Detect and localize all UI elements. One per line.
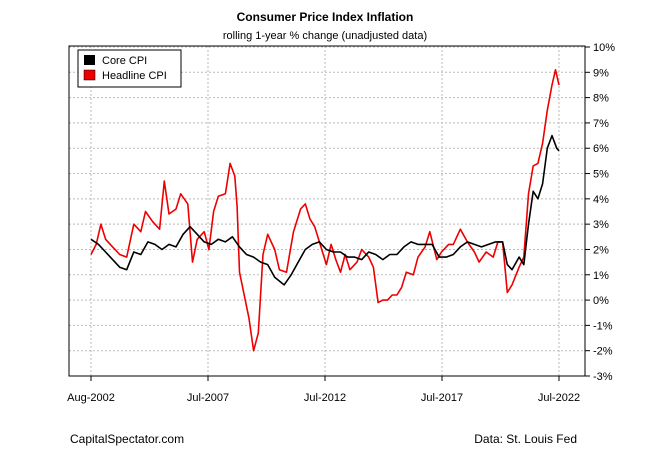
x-tick-label: Jul-2022 — [538, 392, 580, 404]
x-axis: Aug-2002 Jul-2007 Jul-2012 Jul-2017 Jul-2022 — [67, 376, 580, 404]
source-right: Data: St. Louis Fed — [474, 432, 577, 446]
legend-swatch-headline — [83, 69, 96, 81]
y-tick-label: 6% — [593, 143, 609, 155]
y-tick-label: 2% — [593, 244, 609, 256]
y-axis: 10% 9% 8% 7% 6% 5% 4% 3% 2% 1% 0% -1% -2% -3% — [585, 42, 615, 383]
y-tick-label: 5% — [593, 169, 609, 181]
legend-label-core: Core CPI — [102, 55, 147, 67]
y-tick-label: -1% — [593, 320, 613, 332]
grid-lines — [69, 46, 585, 377]
y-tick-label: 3% — [593, 219, 609, 231]
x-tick-label: Jul-2017 — [421, 392, 463, 404]
y-tick-label: 9% — [593, 67, 609, 79]
series-line-core-cpi — [90, 134, 560, 286]
y-tick-label: 8% — [593, 93, 609, 105]
y-tick-label: 1% — [593, 270, 609, 282]
x-tick-label: Jul-2012 — [304, 392, 346, 404]
y-tick-label: 7% — [593, 118, 609, 130]
legend-label-headline: Headline CPI — [102, 70, 167, 82]
series-lines — [90, 69, 560, 352]
chart-subtitle: rolling 1-year % change (unadjusted data… — [223, 30, 427, 42]
y-tick-label: 4% — [593, 194, 609, 206]
x-tick-label: Jul-2007 — [187, 392, 229, 404]
legend: Core CPI Headline CPI — [77, 49, 182, 88]
y-tick-label: 10% — [593, 42, 615, 54]
series-line-headline-cpi — [90, 69, 560, 352]
legend-box — [77, 49, 182, 88]
plot-area-border — [68, 45, 586, 377]
y-tick-label: -3% — [593, 371, 613, 383]
source-left: CapitalSpectator.com — [70, 432, 184, 446]
y-tick-label: -2% — [593, 346, 613, 358]
chart-title: Consumer Price Index Inflation — [237, 10, 414, 24]
y-tick-label: 0% — [593, 295, 609, 307]
legend-swatch-core — [84, 55, 95, 65]
x-tick-label: Aug-2002 — [67, 392, 115, 404]
